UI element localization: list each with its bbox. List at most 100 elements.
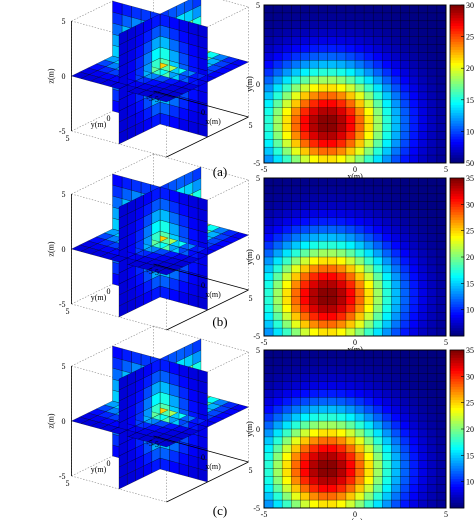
heatmap-cell — [318, 99, 328, 108]
heatmap-cell — [300, 397, 310, 406]
heatmap-cell — [355, 476, 365, 485]
heatmap-cell — [273, 320, 283, 329]
axis-line — [166, 289, 249, 331]
heatmap-cell — [336, 421, 347, 430]
colorbar-swatch — [450, 18, 464, 22]
heatmap-cell — [391, 444, 401, 453]
heatmap-cell — [418, 155, 429, 164]
heatmap-cell — [373, 272, 383, 281]
y-tick-label: 5 — [66, 479, 70, 488]
heatmap-cell — [336, 241, 347, 250]
heatmap-cell — [400, 413, 410, 422]
heatmap-cell — [400, 264, 410, 274]
heatmap-cell — [382, 28, 392, 37]
colorbar-swatch — [450, 272, 464, 276]
heatmap-cell — [291, 147, 301, 156]
heatmap-cell — [364, 272, 374, 281]
heatmap-cell — [391, 209, 401, 218]
heatmap-cell — [409, 185, 419, 195]
heatmap-cell — [273, 288, 283, 297]
heatmap-cell — [273, 178, 283, 187]
heatmap-cell — [400, 320, 410, 329]
heatmap-cell — [409, 99, 419, 108]
heatmap-cell — [409, 147, 419, 156]
heatmap-cell — [318, 201, 328, 210]
heatmap-cell — [336, 429, 347, 438]
z-tick-label: 5 — [62, 190, 66, 199]
heatmap-cell — [409, 257, 419, 266]
heatmap-cell — [373, 280, 383, 289]
y-tick-label: -5 — [253, 504, 260, 513]
heatmap-cell — [264, 304, 274, 313]
heatmap-cell — [400, 60, 410, 69]
heatmap-cell — [345, 20, 356, 29]
heatmap-cell — [382, 492, 392, 501]
heatmap-cell — [300, 107, 310, 116]
colorbar-swatch — [450, 360, 464, 364]
heatmap-cell — [318, 107, 328, 116]
heatmap-cell — [345, 328, 356, 337]
colorbar-swatch — [450, 60, 464, 64]
heatmap-cell — [418, 436, 429, 446]
heatmap-cell — [391, 373, 401, 382]
axis-box-edge — [221, 0, 249, 8]
heatmap-cell — [273, 115, 283, 124]
heatmap-cell — [336, 193, 347, 202]
colorbar-swatch — [450, 442, 464, 446]
heatmap-cell — [282, 91, 292, 101]
plot-frame — [263, 349, 447, 509]
heatmap-cell — [400, 373, 410, 382]
heatmap-cell — [382, 373, 392, 382]
x-tick-label: 5 — [444, 510, 448, 519]
heatmap-cell — [291, 241, 301, 250]
heatmap-cell — [409, 249, 419, 258]
heatmap-cell — [291, 312, 301, 321]
y-tick-label: 5 — [256, 1, 260, 10]
heatmap-cell — [300, 365, 310, 374]
heatmap-cell — [418, 201, 429, 210]
heatmap-cell — [291, 44, 301, 53]
panel-label: (c) — [213, 503, 227, 518]
heatmap-cell — [409, 123, 419, 132]
heatmap-cell — [318, 28, 328, 37]
heatmap-cell — [364, 99, 374, 108]
heatmap-cell — [282, 20, 292, 29]
heatmap-cell — [327, 405, 338, 414]
heatmap-cell — [418, 241, 429, 250]
heatmap-cell — [327, 68, 338, 77]
heatmap-cell — [291, 444, 301, 453]
heatmap-cell — [336, 264, 347, 274]
heatmap-cell — [391, 5, 401, 14]
heatmap-cell — [336, 249, 347, 258]
heatmap-cell — [373, 373, 383, 382]
heatmap-cell — [327, 209, 338, 218]
colorbar-swatch — [450, 91, 464, 95]
heatmap-cell — [400, 36, 410, 45]
colorbar-swatch — [450, 99, 464, 103]
y-tick-label: -5 — [146, 439, 153, 448]
heatmap-cell — [309, 413, 319, 422]
heatmap-cell — [345, 468, 356, 477]
heatmap-cell — [318, 44, 328, 53]
heatmap-cell — [273, 84, 283, 93]
heatmap-cell — [327, 217, 338, 226]
colorbar-swatch — [450, 497, 464, 501]
heatmap-cell — [400, 365, 410, 374]
colorbar-swatch — [450, 262, 464, 266]
heatmap-cell — [336, 107, 347, 116]
heatmap-cell — [364, 365, 374, 374]
heatmap-cell — [391, 257, 401, 266]
heatmap-cell — [309, 123, 319, 132]
heatmap-cell — [300, 484, 310, 493]
heatmap-cell — [436, 304, 447, 313]
heatmap-cell — [300, 178, 310, 187]
heatmap-cell — [282, 155, 292, 164]
heatmap-cell — [373, 468, 383, 477]
heatmap-cell — [355, 115, 365, 124]
heatmap-cell — [291, 99, 301, 108]
heatmap-cell — [264, 84, 274, 93]
heatmap-cell — [391, 99, 401, 108]
x-axis-label: x(m) — [347, 172, 363, 181]
heatmap-cell — [327, 421, 338, 430]
heatmap-cell — [373, 288, 383, 297]
